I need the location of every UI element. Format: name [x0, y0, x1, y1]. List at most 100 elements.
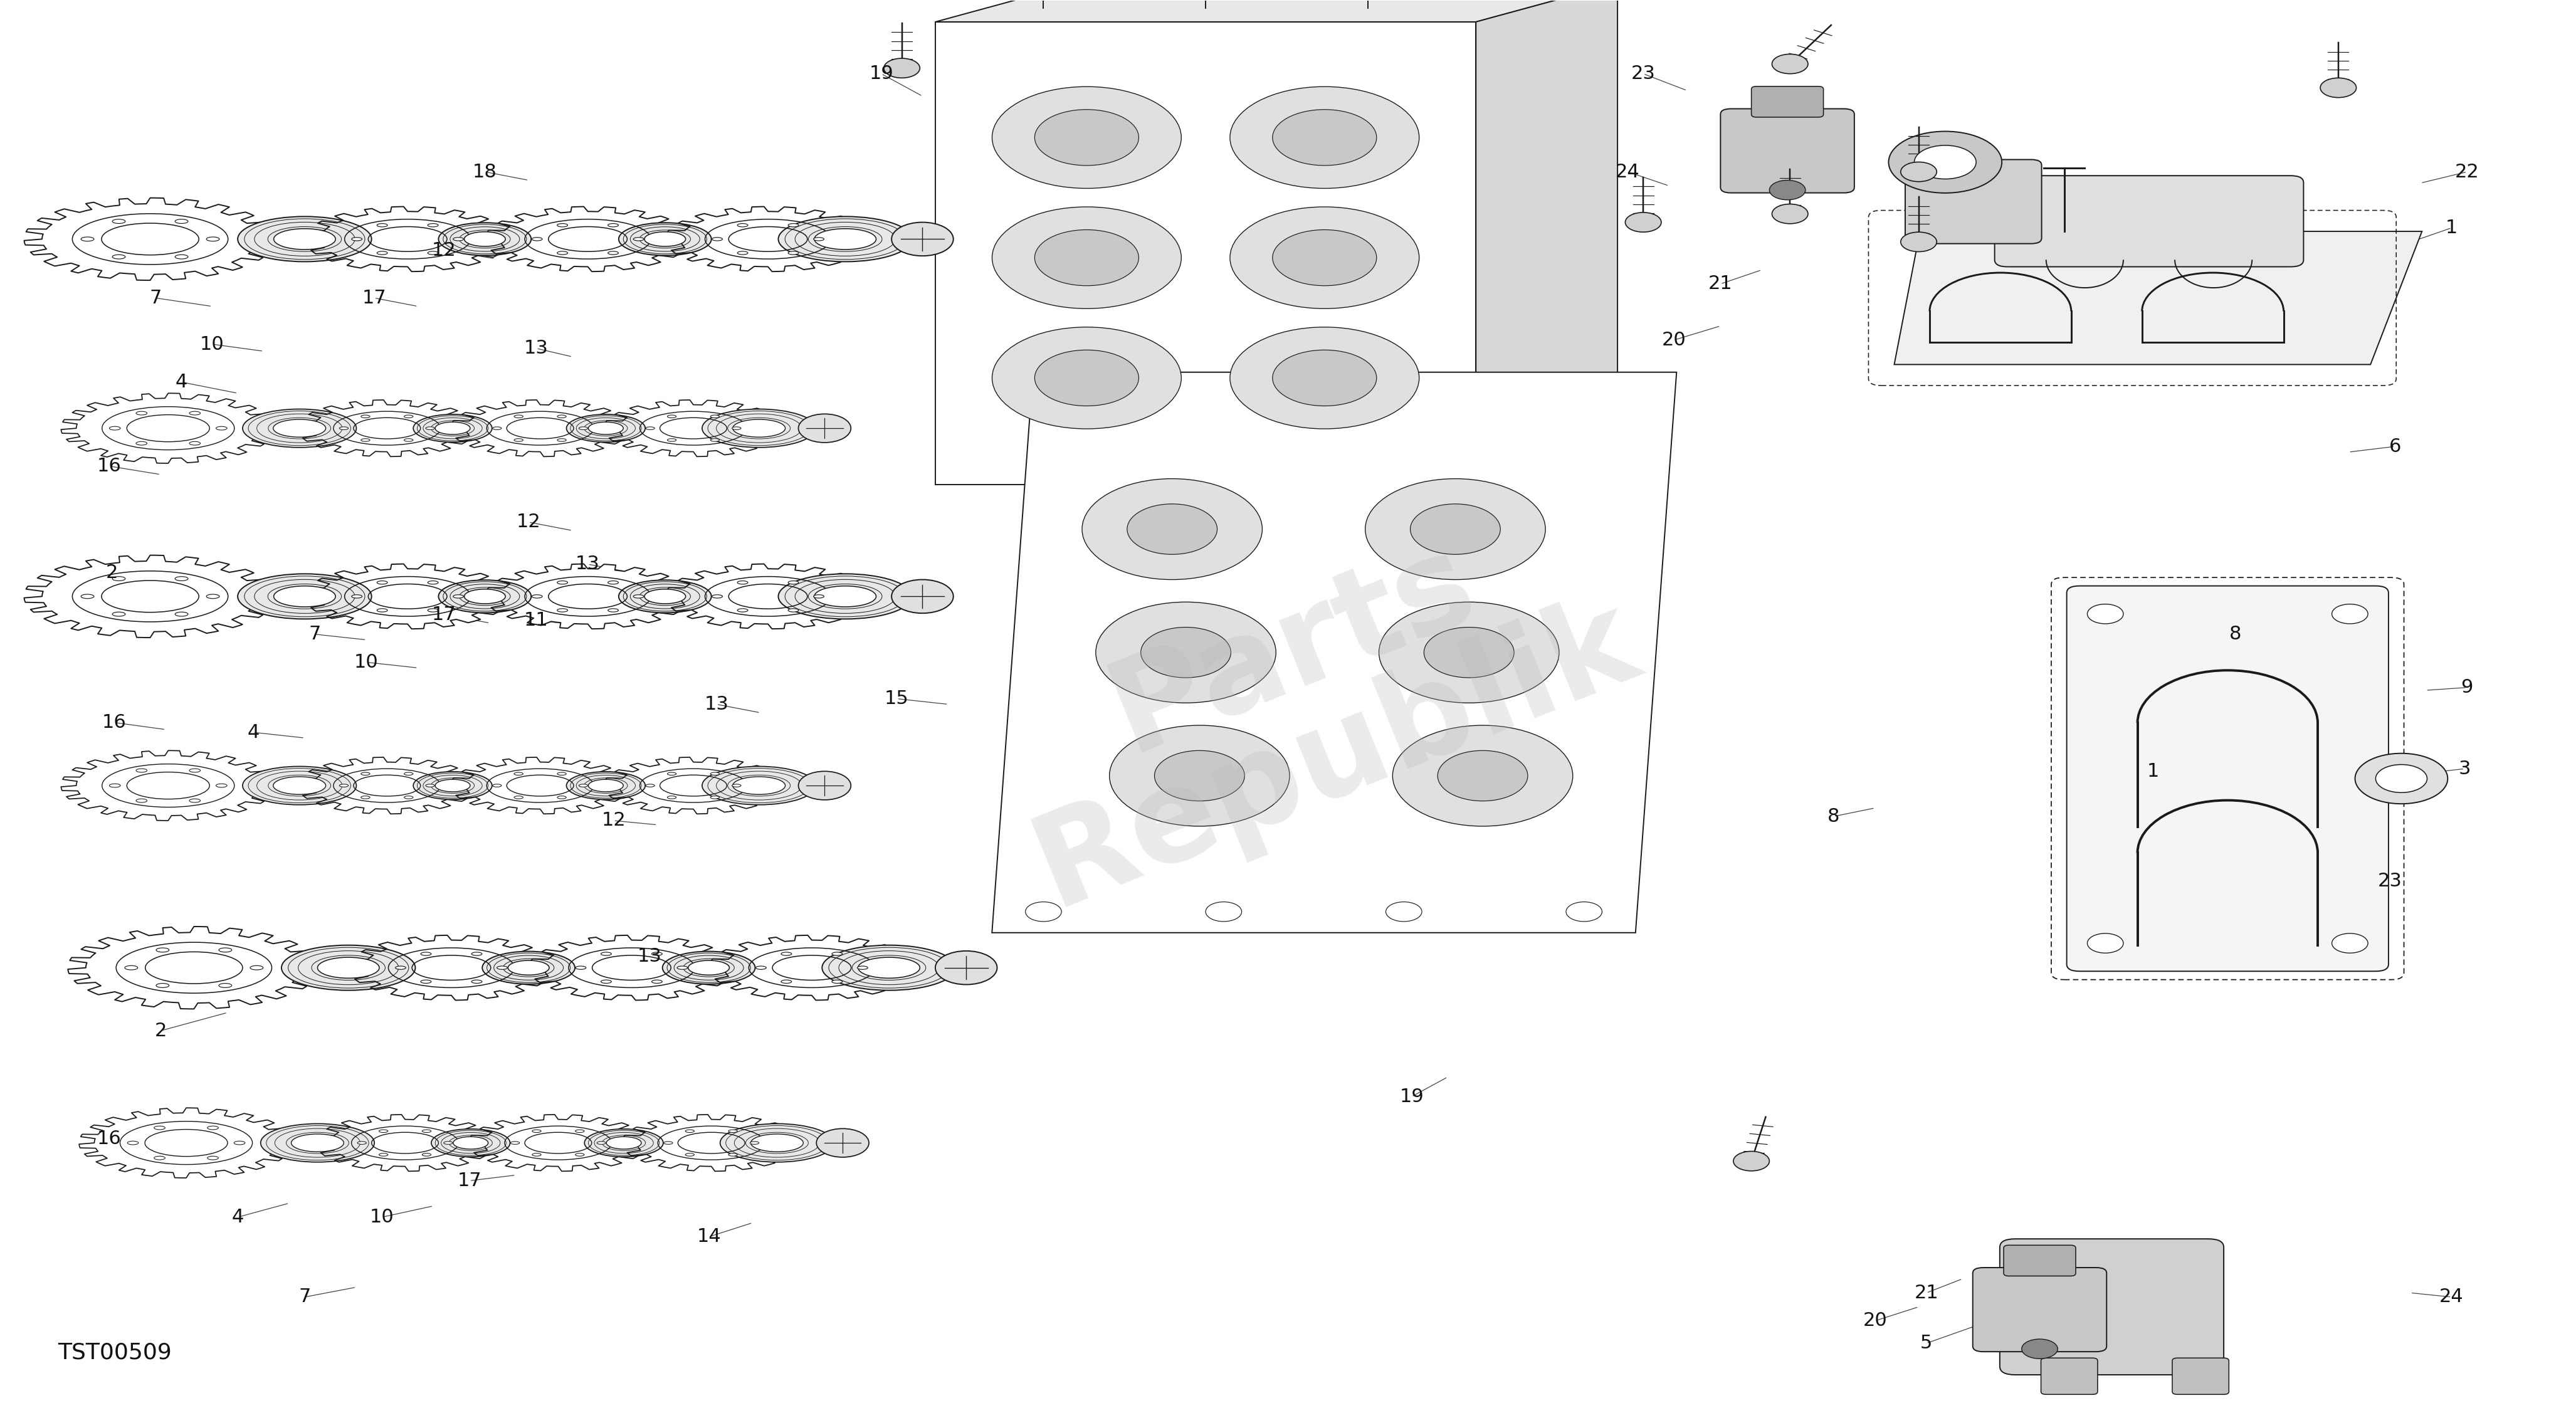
Ellipse shape [428, 609, 438, 612]
Polygon shape [665, 564, 871, 629]
Polygon shape [1893, 231, 2421, 365]
Ellipse shape [814, 595, 824, 598]
Ellipse shape [822, 946, 956, 991]
Ellipse shape [175, 577, 188, 581]
Ellipse shape [1095, 602, 1275, 703]
Polygon shape [296, 400, 477, 456]
Ellipse shape [515, 439, 523, 442]
Text: Parts
Republik: Parts Republik [974, 470, 1654, 933]
Ellipse shape [1273, 109, 1376, 166]
Ellipse shape [814, 586, 876, 607]
Ellipse shape [992, 87, 1182, 188]
Ellipse shape [206, 595, 219, 599]
Polygon shape [603, 758, 783, 814]
FancyBboxPatch shape [1973, 1267, 2107, 1351]
Text: 13: 13 [703, 696, 729, 713]
Ellipse shape [237, 574, 371, 619]
Text: 4: 4 [232, 1208, 245, 1226]
Ellipse shape [585, 1129, 662, 1157]
Ellipse shape [618, 579, 711, 613]
Polygon shape [665, 206, 871, 272]
Ellipse shape [137, 769, 147, 772]
Ellipse shape [587, 422, 623, 435]
Ellipse shape [1365, 478, 1546, 579]
Ellipse shape [260, 1124, 374, 1162]
Ellipse shape [814, 229, 876, 250]
Ellipse shape [992, 327, 1182, 429]
Polygon shape [304, 206, 510, 272]
Ellipse shape [412, 414, 492, 442]
Text: 17: 17 [363, 289, 386, 307]
Ellipse shape [137, 442, 147, 445]
Polygon shape [62, 751, 276, 821]
Ellipse shape [361, 439, 371, 442]
Ellipse shape [652, 979, 662, 984]
Ellipse shape [685, 1129, 696, 1132]
Ellipse shape [556, 581, 567, 584]
Polygon shape [992, 372, 1677, 933]
Text: 2: 2 [106, 564, 118, 582]
Text: 21: 21 [1914, 1284, 1940, 1302]
Ellipse shape [608, 609, 618, 612]
Ellipse shape [425, 427, 435, 429]
Ellipse shape [80, 237, 93, 241]
Ellipse shape [206, 1156, 219, 1160]
Polygon shape [80, 1108, 294, 1179]
Ellipse shape [685, 1153, 696, 1156]
Circle shape [1888, 132, 2002, 194]
Ellipse shape [1273, 349, 1376, 405]
Circle shape [2354, 753, 2447, 804]
Ellipse shape [379, 1129, 389, 1132]
Ellipse shape [832, 979, 842, 984]
Text: 20: 20 [1662, 331, 1687, 349]
Text: 12: 12 [515, 513, 541, 532]
Ellipse shape [188, 442, 201, 445]
Text: 13: 13 [523, 340, 549, 358]
Ellipse shape [394, 967, 407, 969]
Ellipse shape [574, 967, 587, 969]
Ellipse shape [567, 772, 644, 800]
Ellipse shape [587, 780, 623, 791]
Ellipse shape [219, 948, 232, 953]
Ellipse shape [376, 223, 386, 227]
Ellipse shape [435, 780, 471, 791]
Ellipse shape [464, 589, 505, 603]
Ellipse shape [667, 415, 677, 418]
Ellipse shape [242, 410, 355, 448]
Circle shape [817, 1128, 868, 1157]
Ellipse shape [1229, 327, 1419, 429]
Ellipse shape [273, 586, 335, 607]
Text: 12: 12 [600, 811, 626, 829]
Ellipse shape [533, 1153, 541, 1156]
Ellipse shape [317, 957, 379, 978]
Text: 4: 4 [247, 723, 260, 741]
Ellipse shape [497, 967, 507, 969]
Text: 17: 17 [433, 606, 456, 624]
Ellipse shape [242, 766, 355, 805]
Circle shape [2087, 933, 2123, 953]
Ellipse shape [137, 411, 147, 415]
Ellipse shape [507, 961, 549, 975]
Text: 2: 2 [155, 1021, 167, 1040]
Ellipse shape [155, 1127, 165, 1129]
Circle shape [2375, 765, 2427, 793]
Ellipse shape [510, 1142, 520, 1145]
Ellipse shape [492, 427, 502, 429]
Ellipse shape [471, 979, 482, 984]
Ellipse shape [781, 979, 791, 984]
Ellipse shape [428, 251, 438, 254]
Ellipse shape [1425, 627, 1515, 678]
Ellipse shape [703, 410, 817, 448]
Circle shape [1206, 902, 1242, 922]
Ellipse shape [1409, 504, 1499, 554]
Polygon shape [1476, 0, 1618, 484]
Polygon shape [469, 1114, 649, 1172]
Ellipse shape [157, 948, 170, 953]
Ellipse shape [219, 984, 232, 988]
Ellipse shape [665, 1142, 672, 1145]
Text: 16: 16 [98, 457, 121, 476]
Ellipse shape [273, 229, 335, 250]
Ellipse shape [788, 251, 799, 254]
Ellipse shape [157, 984, 170, 988]
Ellipse shape [721, 1124, 835, 1162]
